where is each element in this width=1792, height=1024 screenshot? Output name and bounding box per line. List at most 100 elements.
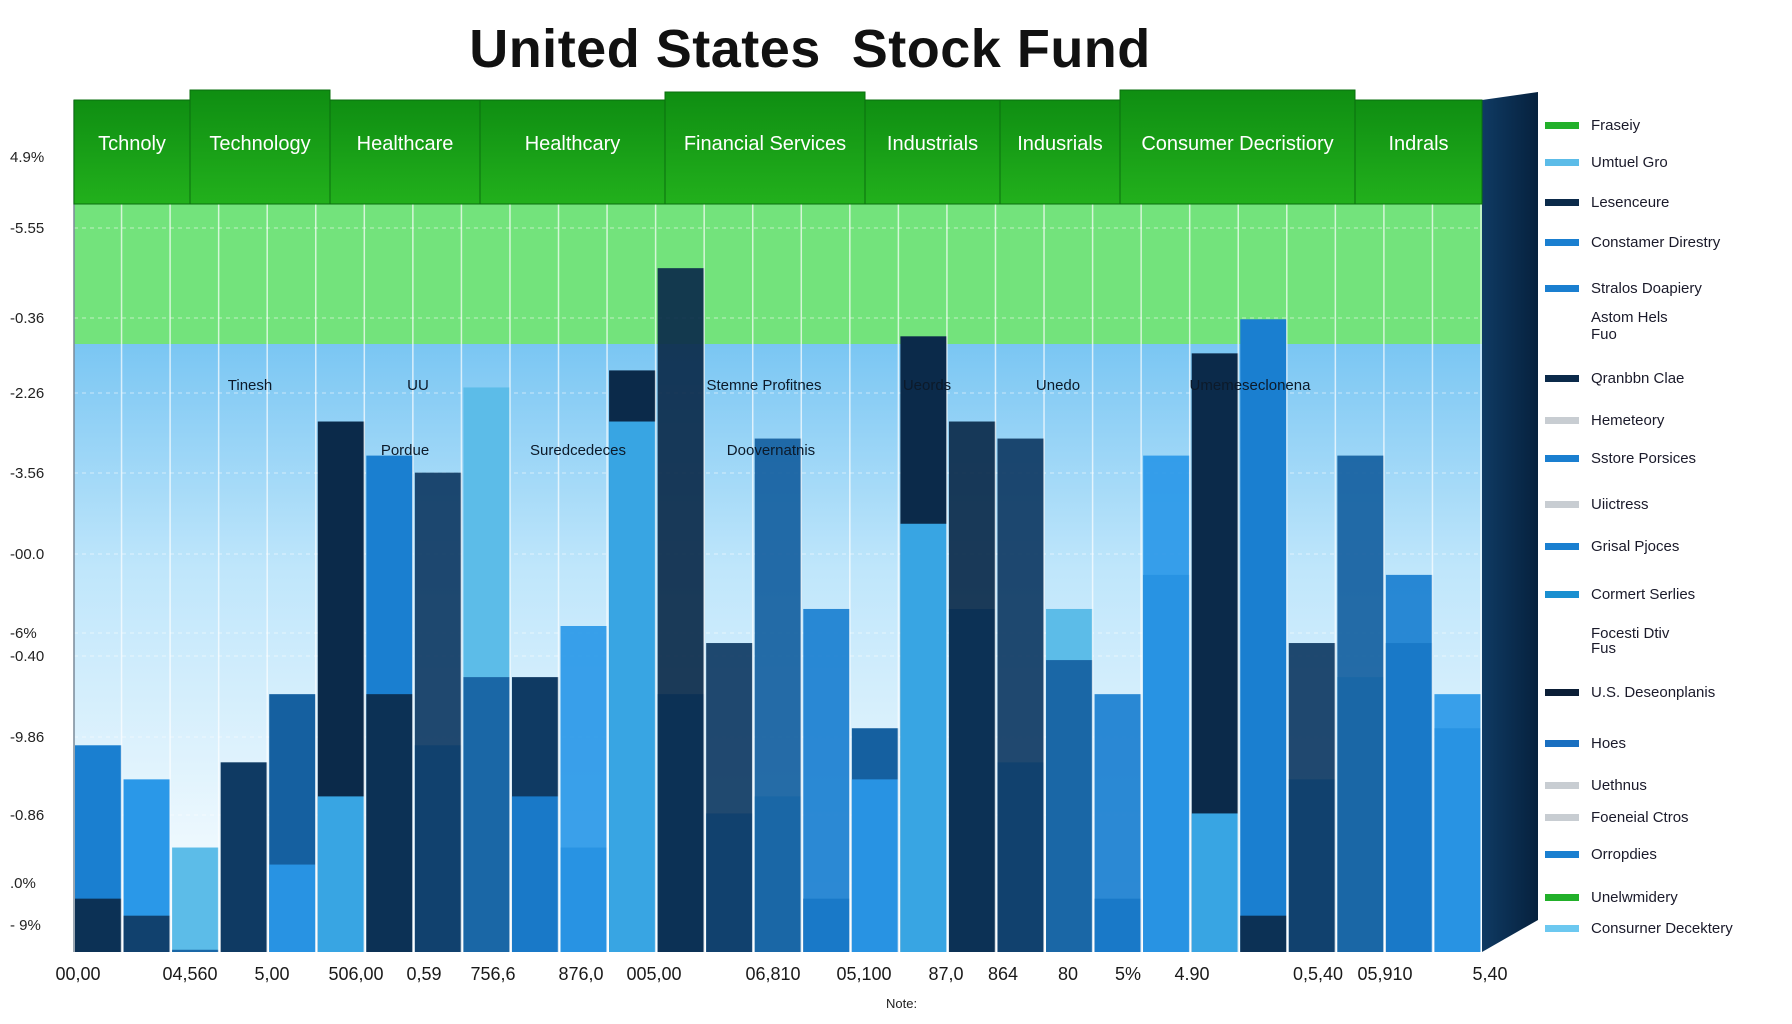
- legend-item: Orropdies: [1545, 844, 1657, 864]
- legend-item: Umtuel Gro: [1545, 152, 1668, 172]
- sector-label: Healthcare: [357, 133, 454, 155]
- bar: [1046, 660, 1093, 952]
- legend-label: Cormert Serlies: [1591, 585, 1696, 603]
- legend-label: Lesenceure: [1591, 193, 1670, 211]
- bar: [511, 796, 559, 952]
- inner-label: Stemne Profitnes: [706, 377, 821, 394]
- y-tick-label: -3.56: [10, 465, 44, 482]
- legend-label: Stralos Doapiery: [1591, 279, 1702, 297]
- sector-header: [1119, 89, 1356, 205]
- x-tick-label: 05,910: [1357, 964, 1412, 984]
- x-tick-label: 864: [988, 964, 1018, 984]
- legend-item: Unelwmidery: [1545, 887, 1678, 907]
- x-tick-label: 0,59: [406, 964, 441, 984]
- legend-swatch: [1545, 314, 1579, 321]
- legend-swatch: [1545, 331, 1579, 338]
- bar: [1191, 813, 1239, 952]
- legend-swatch: [1545, 416, 1579, 424]
- legend-item: Astom Hels: [1545, 307, 1668, 327]
- x-tick-label: 876,0: [558, 964, 603, 984]
- legend-swatch: [1545, 893, 1579, 901]
- bar: [123, 915, 171, 952]
- bar: [754, 438, 802, 952]
- legend-item: Focesti Dtiv: [1545, 623, 1669, 643]
- bar: [220, 762, 268, 952]
- legend-swatch: [1545, 688, 1579, 696]
- legend-item: Cormert Serlies: [1545, 584, 1695, 604]
- legend-item: Uethnus: [1545, 775, 1647, 795]
- legend-label: Uiictress: [1591, 495, 1649, 513]
- bar: [269, 864, 316, 952]
- legend-item: Sstore Porsices: [1545, 448, 1696, 468]
- x-tick-label: 756,6: [470, 964, 515, 984]
- bar: [657, 268, 705, 952]
- legend-swatch: [1545, 198, 1579, 206]
- x-tick-label: 506,00: [328, 964, 383, 984]
- legend-swatch: [1545, 924, 1579, 932]
- sector-header: [864, 99, 1001, 205]
- x-tick-label: 00,00: [55, 964, 100, 984]
- legend-swatch: [1545, 781, 1579, 789]
- x-tick-label: 0,5,40: [1293, 964, 1343, 984]
- bar: [414, 472, 462, 952]
- bar: [948, 421, 996, 952]
- y-tick-label: -6%: [10, 625, 37, 642]
- bar: [1385, 574, 1433, 952]
- sector-label: Technology: [209, 133, 310, 155]
- sector-header: [73, 99, 191, 205]
- legend-item: Uiictress: [1545, 494, 1649, 514]
- x-tick-label: 5,00: [254, 964, 289, 984]
- legend-item: U.S. Deseonplanis: [1545, 682, 1715, 702]
- legend-item: Grisal Pjoces: [1545, 536, 1679, 556]
- bar: [803, 608, 850, 952]
- legend-item: Hemeteory: [1545, 410, 1664, 430]
- x-tick-label: 80: [1058, 964, 1078, 984]
- y-tick-label: - 9%: [10, 917, 41, 934]
- sector-header: [189, 89, 331, 205]
- bar: [1434, 694, 1481, 952]
- x-tick-label: 05,100: [836, 964, 891, 984]
- sector-label: Consumer Decristiory: [1141, 133, 1333, 155]
- legend-label: Grisal Pjoces: [1591, 537, 1680, 555]
- inner-label: Pordue: [381, 442, 429, 459]
- legend-swatch: [1545, 630, 1579, 637]
- sector-header: [329, 99, 481, 205]
- legend-swatch: [1545, 645, 1579, 652]
- legend-label: Sstore Porsices: [1591, 449, 1697, 467]
- x-tick-label: 04,560: [162, 964, 217, 984]
- legend-swatch: [1545, 121, 1579, 129]
- bar: [1094, 694, 1142, 952]
- legend-item: Fraseiy: [1545, 115, 1640, 135]
- legend-label: Fuo: [1591, 325, 1617, 343]
- legend-swatch: [1545, 454, 1579, 462]
- legend-swatch: [1545, 739, 1579, 747]
- legend-item: Fuo: [1545, 324, 1617, 344]
- sector-label: Indrals: [1388, 133, 1448, 155]
- bar: [1240, 319, 1287, 952]
- bar: [1337, 455, 1384, 952]
- legend-label: U.S. Deseonplanis: [1591, 683, 1716, 701]
- inner-label: UU: [407, 377, 429, 394]
- legend-item: Consurner Decektery: [1545, 918, 1733, 938]
- sector-label: Financial Services: [684, 133, 846, 155]
- legend-label: Fus: [1591, 639, 1617, 657]
- legend-label: Qranbbn Clae: [1591, 369, 1685, 387]
- bar: [997, 438, 1045, 952]
- legend-label: Hoes: [1591, 734, 1627, 752]
- chart-title: United States Stock Fund: [469, 19, 1151, 79]
- bar: [900, 523, 947, 952]
- sector-header: [479, 99, 666, 205]
- legend-label: Astom Hels: [1591, 308, 1668, 326]
- legend-label: Focesti Dtiv: [1591, 624, 1670, 642]
- sector-label: Indusrials: [1017, 133, 1103, 155]
- legend-swatch: [1545, 158, 1579, 166]
- legend-swatch: [1545, 850, 1579, 858]
- legend-label: Consurner Decektery: [1591, 919, 1733, 937]
- legend-label: Fraseiy: [1591, 116, 1641, 134]
- legend-item: Foeneial Ctros: [1545, 807, 1689, 827]
- bar: [706, 643, 753, 952]
- bar: [851, 779, 899, 952]
- legend-swatch: [1545, 238, 1579, 246]
- y-tick-label: -0.40: [10, 648, 44, 665]
- legend-item: Qranbbn Clae: [1545, 368, 1684, 388]
